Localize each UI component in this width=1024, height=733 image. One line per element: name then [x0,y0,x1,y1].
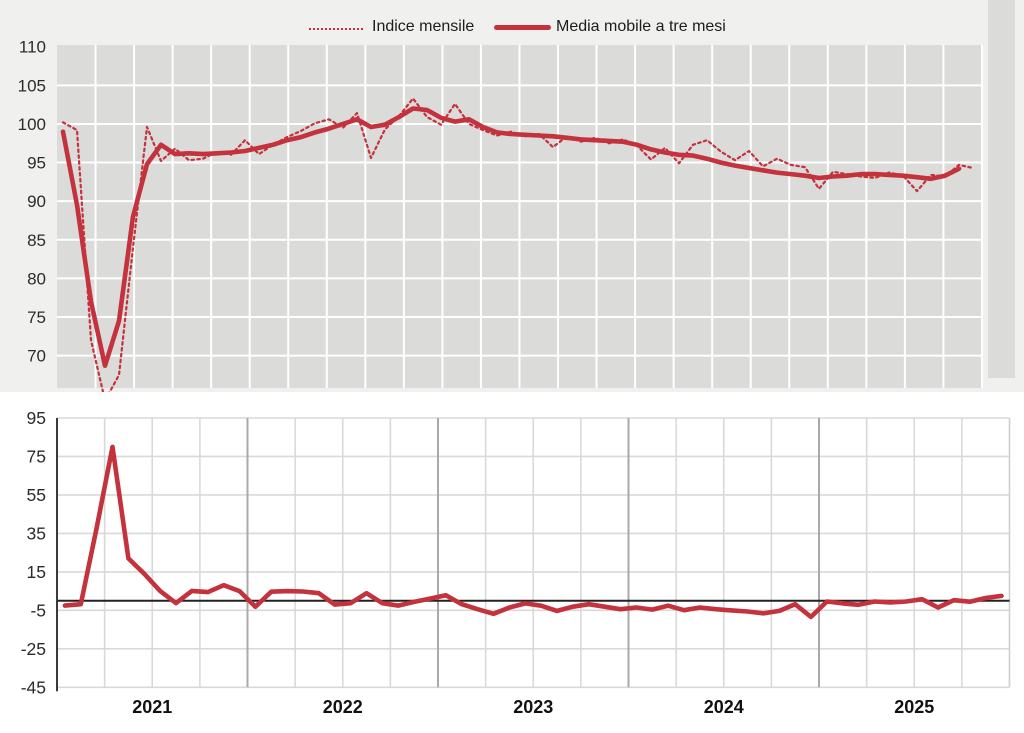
x-year-label: 2022 [323,697,363,717]
y-tick-label: 105 [18,76,46,95]
variation-line [62,444,1004,620]
y-tick-label: 55 [27,485,46,505]
y-tick-label: 80 [27,269,46,288]
y-tick-label: -25 [21,639,46,659]
y-tick-label: 75 [27,446,46,466]
x-year-label: 2025 [894,697,934,717]
y-tick-label: 70 [27,347,46,366]
y-tick-label: 95 [27,154,46,173]
top-chart-section: Indice mensile Media mobile a tre mesi 1… [0,0,1024,402]
y-tick-label: 95 [27,408,46,428]
y-tick-label: 75 [27,308,46,327]
legend-solid-line-icon [494,25,551,30]
y-tick-label: 100 [18,115,46,134]
bottom-chart-section: 95 75 55 35 15 -5 -25 -45 2021 2022 2023 2024 2025 [0,392,1024,733]
y-tick-label: -5 [30,600,46,620]
y-tick-label: 15 [27,562,46,582]
legend-item-media-mobile: Media mobile a tre mesi [556,18,726,35]
percentage-change-line-chart: 95 75 55 35 15 -5 -25 -45 2021 2022 2023 2024 2025 [21,408,1011,717]
legend-item-indice-mensile: Indice mensile [372,18,475,35]
y-tick-label: 110 [19,38,46,57]
x-year-label: 2021 [132,697,172,717]
x-year-label: 2024 [704,697,744,717]
x-year-label: 2023 [513,697,553,717]
y-tick-label: 85 [27,231,46,250]
legend-dotted-line-icon [309,28,363,30]
media-mobile-line [60,106,962,369]
y-tick-label: -45 [21,677,46,697]
right-margin-strip [988,0,1015,378]
y-tick-label: 35 [27,523,46,543]
y-tick-label: 90 [27,192,46,211]
index-line-chart: 110 105 100 95 90 85 80 75 70 [18,0,1015,402]
